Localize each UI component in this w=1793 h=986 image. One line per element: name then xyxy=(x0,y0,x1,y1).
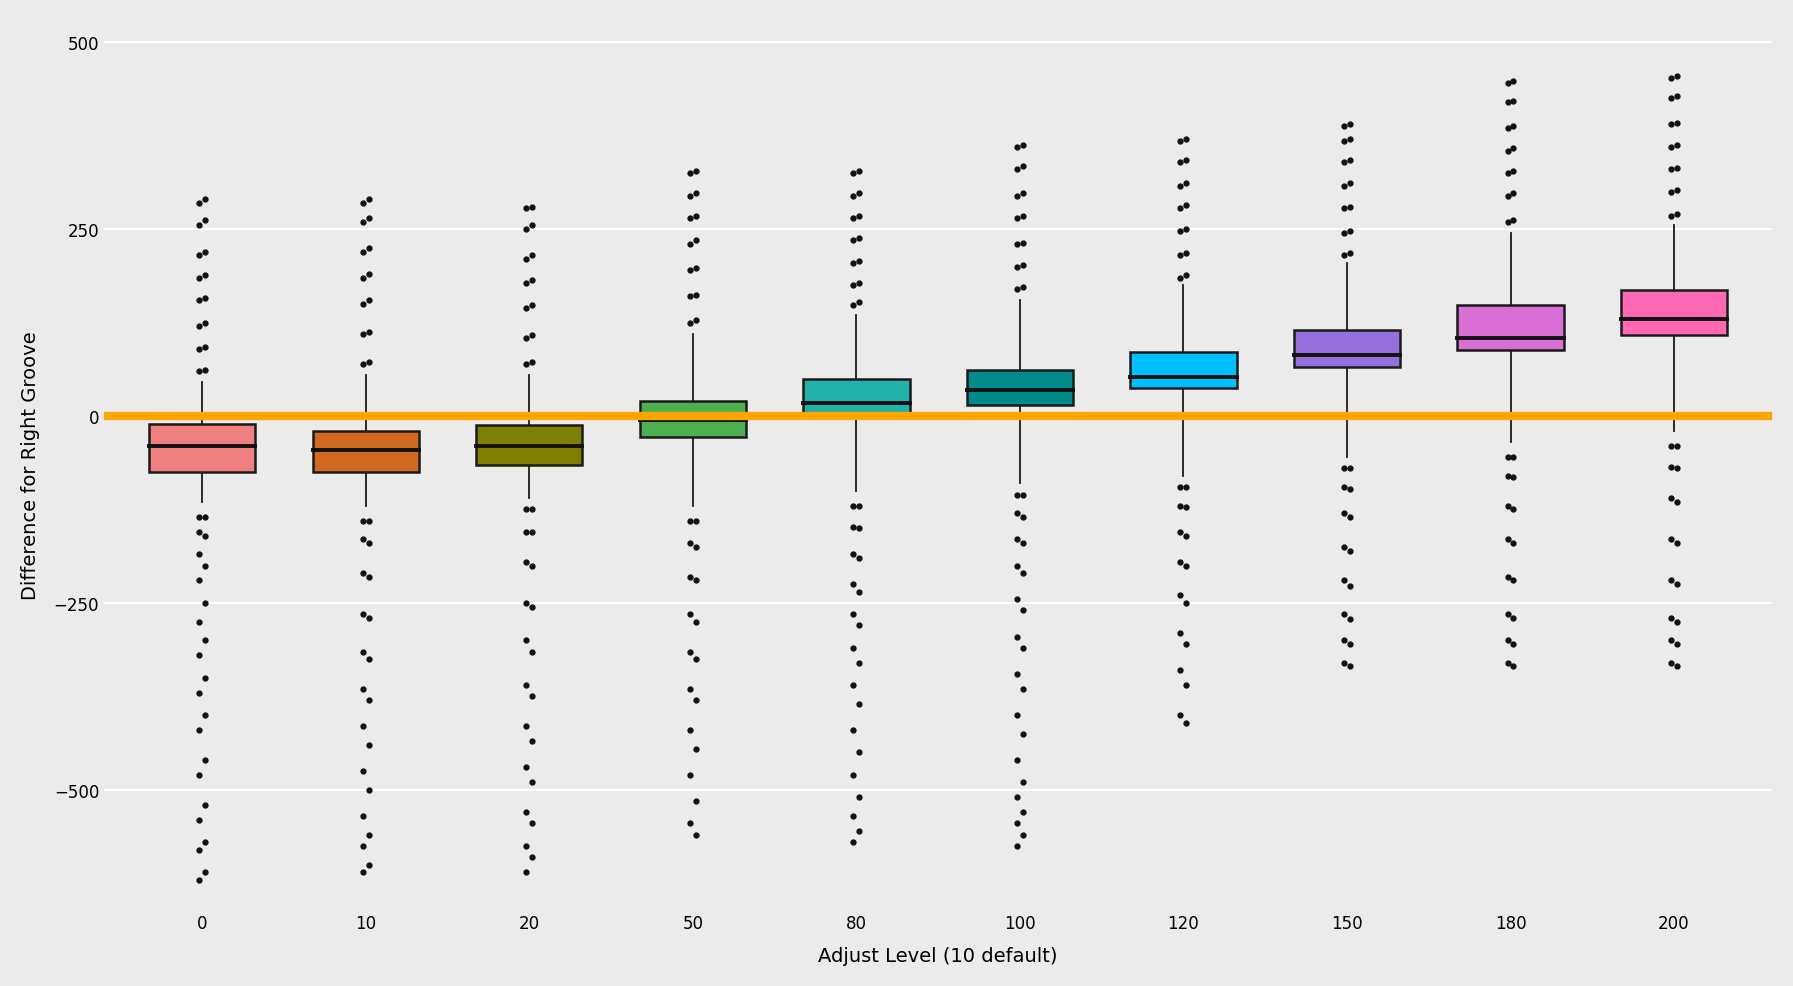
Bar xyxy=(803,380,909,414)
Bar xyxy=(640,401,746,438)
Y-axis label: Difference for Right Groove: Difference for Right Groove xyxy=(22,331,39,599)
X-axis label: Adjust Level (10 default): Adjust Level (10 default) xyxy=(818,947,1058,965)
Bar xyxy=(1458,306,1563,351)
Bar xyxy=(312,432,420,472)
Bar xyxy=(1621,291,1727,336)
Bar xyxy=(1295,330,1400,368)
Bar xyxy=(1130,353,1237,388)
Bar xyxy=(966,371,1072,405)
Bar xyxy=(477,426,583,465)
Bar xyxy=(149,424,255,472)
